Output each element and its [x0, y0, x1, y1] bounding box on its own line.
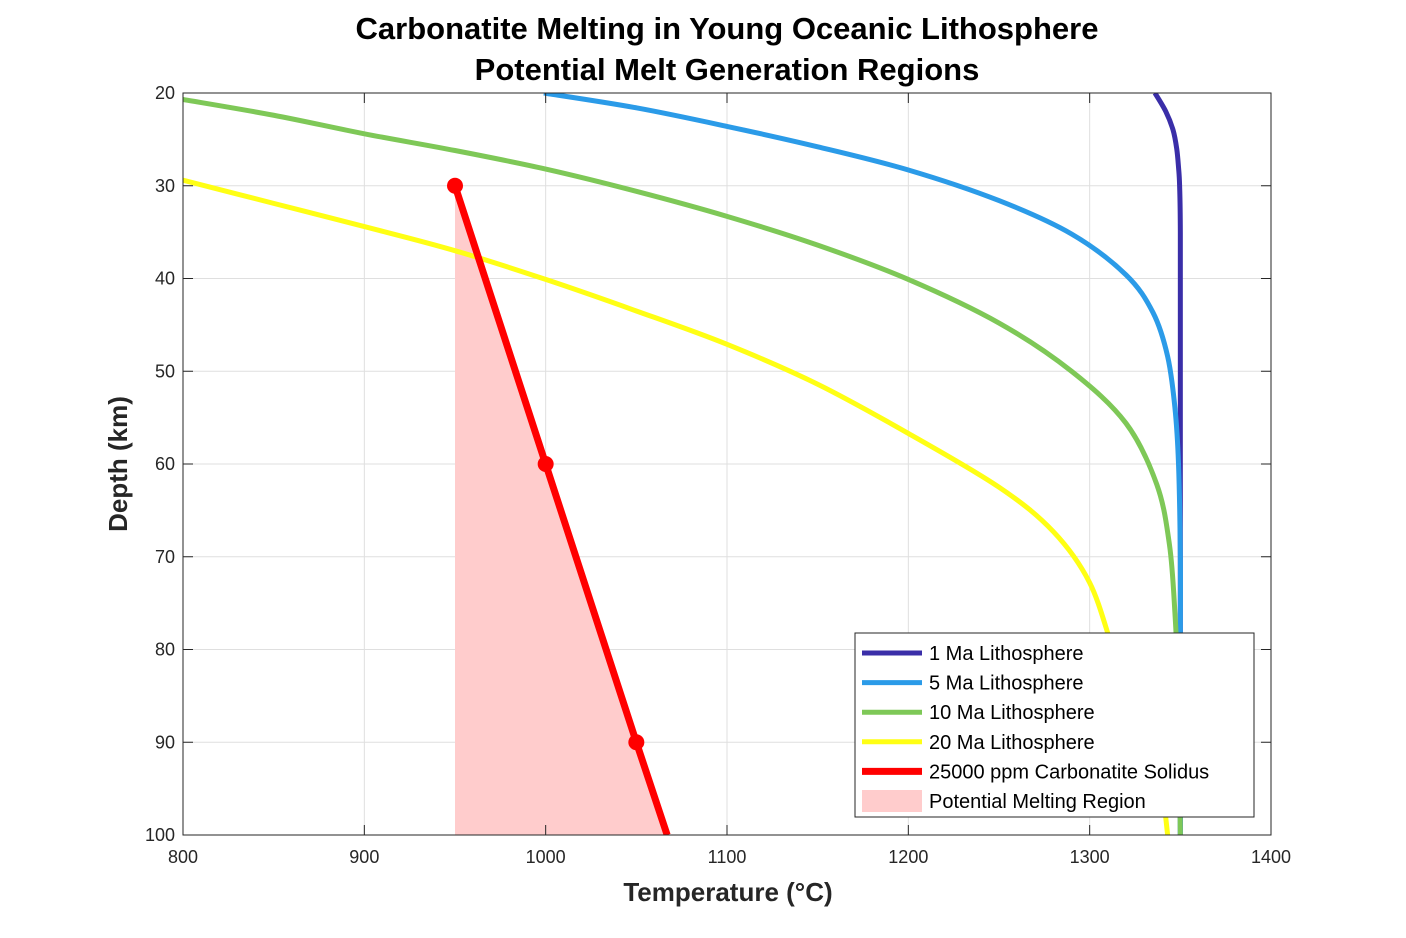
- x-tick-label: 1300: [1070, 847, 1110, 867]
- solidus-marker: [537, 456, 554, 472]
- tick-marks: [182, 92, 1272, 836]
- legend-entry: Potential Melting Region: [929, 791, 1146, 813]
- legend-entry: 5 Ma Lithosphere: [929, 673, 1084, 695]
- x-tick-label: 1400: [1251, 847, 1291, 867]
- legend: 1 Ma Lithosphere 5 Ma Lithosphere 10 Ma Li…: [854, 632, 1255, 818]
- x-tick-label: 800: [168, 847, 198, 867]
- solidus-marker: [447, 177, 463, 194]
- y-tick-label: 100: [145, 825, 175, 845]
- legend-entry: 10 Ma Lithosphere: [929, 702, 1095, 724]
- legend-entry: 25000 ppm Carbonatite Solidus: [929, 761, 1209, 783]
- y-tick-label: 20: [155, 83, 175, 103]
- x-tick-label: 900: [349, 847, 379, 867]
- y-tick-label: 60: [155, 454, 175, 474]
- x-tick-label: 1000: [526, 847, 566, 867]
- chart-title: Carbonatite Melting in Young Oceanic Lit…: [356, 11, 1099, 46]
- x-tick-label: 1200: [888, 847, 928, 867]
- series-line-10-ma-lithosphere: [183, 97, 1183, 835]
- y-tick-label: 40: [155, 269, 175, 289]
- y-tick-label: 70: [155, 547, 175, 567]
- x-axis-label: Temperature (°C): [623, 877, 832, 907]
- legend-entry: 20 Ma Lithosphere: [929, 732, 1095, 754]
- series-line-5-ma-lithosphere: [543, 93, 1183, 835]
- y-tick-label: 50: [155, 361, 175, 381]
- y-tick-label: 80: [155, 640, 175, 660]
- y-tick-label: 90: [155, 732, 175, 752]
- series-line-25000-ppm-carbonatite-solidus: [451, 184, 671, 835]
- solidus-marker: [628, 734, 645, 751]
- melting-region-area: [455, 185, 668, 835]
- x-tick-labels: 800 900 1000 1100 1200 1300 1400: [168, 847, 1291, 867]
- legend-swatch: [862, 790, 922, 812]
- chart-subtitle: Potential Melt Generation Regions: [475, 52, 980, 87]
- y-tick-label: 30: [155, 176, 175, 196]
- legend-box: [854, 632, 1255, 818]
- y-tick-labels: 20 30 40 50 60 70 80 90 100: [145, 83, 175, 845]
- y-axis-label: Depth (km): [103, 396, 133, 532]
- legend-entry: 1 Ma Lithosphere: [929, 643, 1084, 665]
- x-tick-label: 1100: [708, 847, 747, 867]
